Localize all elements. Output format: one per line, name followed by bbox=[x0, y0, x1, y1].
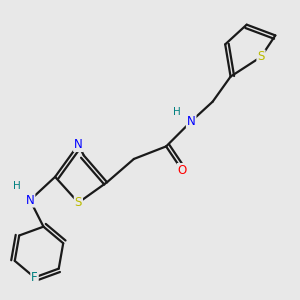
Text: N: N bbox=[187, 115, 196, 128]
Text: S: S bbox=[75, 196, 82, 209]
Text: F: F bbox=[31, 271, 38, 284]
Text: N: N bbox=[74, 138, 83, 151]
Text: S: S bbox=[257, 50, 265, 63]
Text: H: H bbox=[173, 107, 181, 117]
Text: N: N bbox=[26, 194, 34, 207]
Text: H: H bbox=[13, 181, 20, 191]
Text: O: O bbox=[178, 164, 187, 177]
